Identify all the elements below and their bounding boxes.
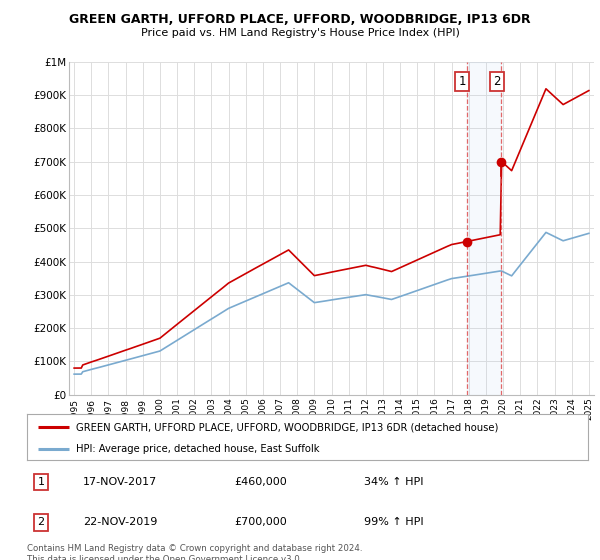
- Text: £700,000: £700,000: [235, 517, 287, 528]
- Text: 34% ↑ HPI: 34% ↑ HPI: [364, 477, 423, 487]
- Text: 1: 1: [458, 75, 466, 88]
- Text: GREEN GARTH, UFFORD PLACE, UFFORD, WOODBRIDGE, IP13 6DR (detached house): GREEN GARTH, UFFORD PLACE, UFFORD, WOODB…: [76, 422, 499, 432]
- Text: £460,000: £460,000: [235, 477, 287, 487]
- Text: Price paid vs. HM Land Registry's House Price Index (HPI): Price paid vs. HM Land Registry's House …: [140, 28, 460, 38]
- Text: GREEN GARTH, UFFORD PLACE, UFFORD, WOODBRIDGE, IP13 6DR: GREEN GARTH, UFFORD PLACE, UFFORD, WOODB…: [69, 13, 531, 26]
- Text: 2: 2: [493, 75, 501, 88]
- Text: Contains HM Land Registry data © Crown copyright and database right 2024.
This d: Contains HM Land Registry data © Crown c…: [27, 544, 362, 560]
- Text: 1: 1: [38, 477, 44, 487]
- Text: 99% ↑ HPI: 99% ↑ HPI: [364, 517, 423, 528]
- Text: 22-NOV-2019: 22-NOV-2019: [83, 517, 157, 528]
- Text: 17-NOV-2017: 17-NOV-2017: [83, 477, 157, 487]
- Text: HPI: Average price, detached house, East Suffolk: HPI: Average price, detached house, East…: [76, 444, 320, 454]
- Text: 2: 2: [37, 517, 44, 528]
- Bar: [467, 62, 502, 395]
